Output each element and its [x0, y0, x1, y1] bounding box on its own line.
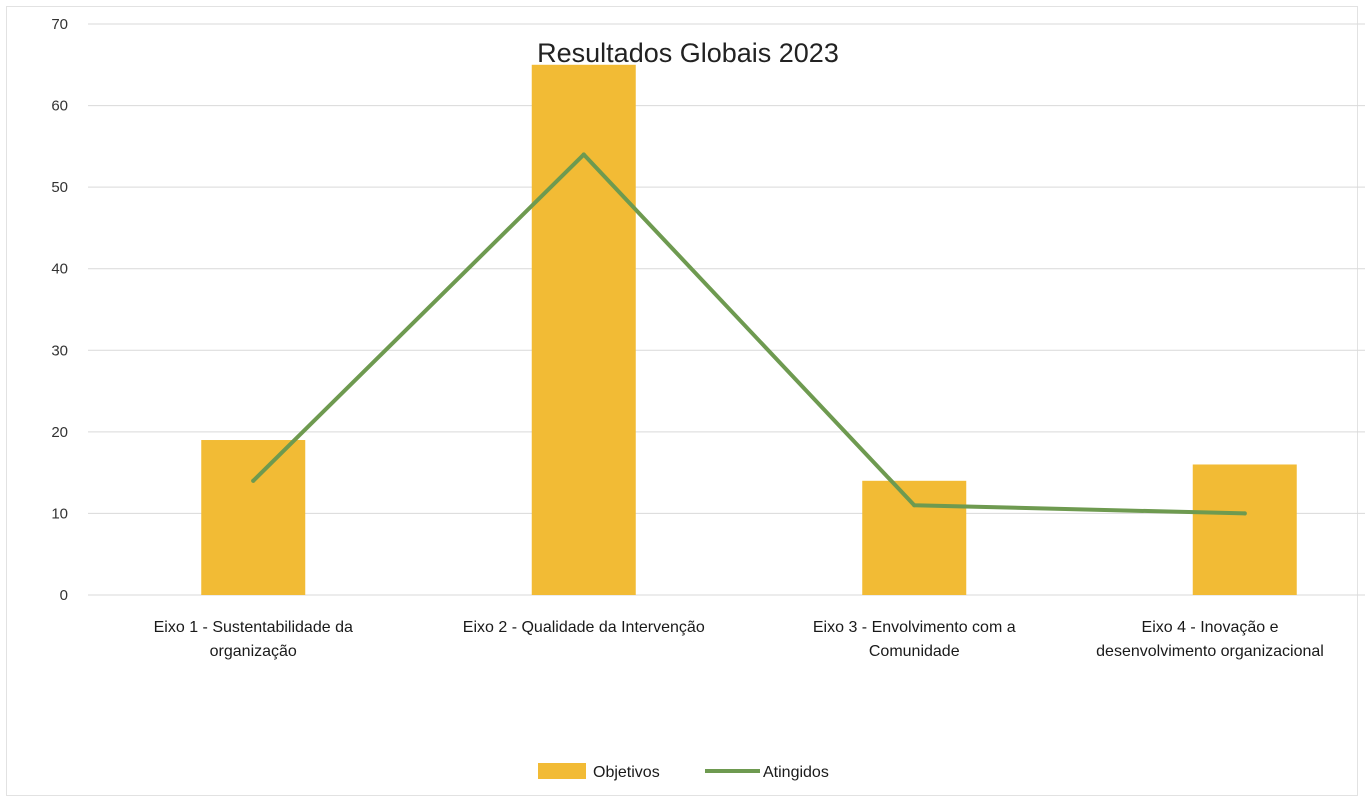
y-tick-label: 0	[60, 587, 68, 604]
y-tick-label: 70	[51, 16, 68, 33]
x-tick-label-line: Eixo 2 - Qualidade da Intervenção	[463, 619, 705, 636]
line-point	[1242, 511, 1247, 516]
x-tick-label-line: Comunidade	[869, 643, 960, 660]
y-tick-label: 20	[51, 424, 68, 441]
y-tick-label: 50	[51, 179, 68, 196]
line-point	[912, 503, 917, 508]
y-tick-label: 60	[51, 98, 68, 115]
x-tick-label: Eixo 4 - Inovação e desenvolvimento organ…	[1096, 619, 1324, 660]
bar	[1192, 464, 1297, 595]
x-tick-label-line: Eixo 3 - Envolvimento com a	[813, 619, 1016, 636]
line-point	[581, 152, 586, 157]
chart-frame	[6, 6, 1358, 796]
y-axis-ticks: 0 10 20 30 40 50 60 70	[51, 16, 68, 604]
x-tick-label: Eixo 1 - Sustentabilidade da organização	[154, 619, 353, 660]
line-series-path	[251, 152, 1247, 516]
x-axis-labels: Eixo 1 - Sustentabilidade da organizaçãoE…	[154, 619, 1324, 660]
line-point	[251, 478, 256, 483]
line-series	[251, 152, 1247, 516]
x-tick-label-line: desenvolvimento organizacional	[1096, 643, 1324, 660]
y-tick-label: 10	[51, 505, 68, 522]
x-tick-label: Eixo 3 - Envolvimento com a Comunidade	[813, 619, 1016, 660]
x-tick-label-line: organização	[210, 643, 297, 660]
bar	[862, 480, 967, 595]
legend-label-objetivos: Objetivos	[593, 764, 660, 781]
bar	[531, 64, 636, 596]
legend-label-atingidos: Atingidos	[763, 764, 829, 781]
x-tick-label-line: Eixo 1 - Sustentabilidade da	[154, 619, 353, 636]
grid-lines	[88, 23, 1365, 596]
x-tick-label-line: Eixo 4 - Inovação e	[1142, 619, 1279, 636]
bar	[201, 440, 306, 595]
y-tick-label: 40	[51, 261, 68, 278]
y-tick-label: 30	[51, 342, 68, 359]
legend: Objetivos Atingidos	[538, 763, 829, 781]
legend-swatch-objetivos	[538, 763, 586, 779]
x-tick-label: Eixo 2 - Qualidade da Intervenção	[463, 619, 705, 636]
chart-title: Resultados Globais 2023	[537, 38, 839, 68]
